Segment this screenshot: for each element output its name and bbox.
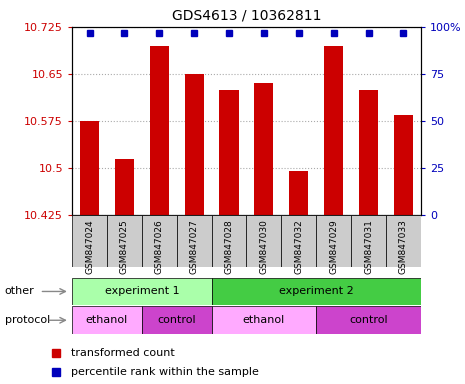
Text: control: control — [349, 315, 388, 325]
Bar — [394, 115, 413, 215]
Text: transformed count: transformed count — [71, 348, 175, 358]
Bar — [72, 278, 212, 305]
Text: GSM847024: GSM847024 — [85, 219, 94, 274]
Text: GSM847031: GSM847031 — [364, 219, 373, 274]
Text: GSM847032: GSM847032 — [294, 219, 303, 274]
Bar — [359, 89, 378, 215]
Bar — [142, 215, 177, 267]
Bar — [219, 89, 239, 215]
Text: control: control — [157, 315, 196, 325]
Bar — [351, 215, 386, 267]
Text: GSM847026: GSM847026 — [155, 219, 164, 274]
Bar — [254, 83, 273, 215]
Bar — [289, 171, 308, 215]
Text: percentile rank within the sample: percentile rank within the sample — [71, 367, 259, 377]
Text: GSM847030: GSM847030 — [259, 219, 268, 274]
Bar — [246, 215, 281, 267]
Text: GSM847028: GSM847028 — [225, 219, 233, 274]
Bar — [107, 215, 142, 267]
Bar — [150, 46, 169, 215]
Text: experiment 2: experiment 2 — [279, 286, 353, 296]
Text: GSM847033: GSM847033 — [399, 219, 408, 274]
Bar — [212, 215, 246, 267]
Text: ethanol: ethanol — [86, 315, 128, 325]
Bar — [212, 278, 421, 305]
Bar — [80, 121, 99, 215]
Text: GSM847025: GSM847025 — [120, 219, 129, 274]
Text: GSM847027: GSM847027 — [190, 219, 199, 274]
Bar — [185, 74, 204, 215]
Text: GSM847029: GSM847029 — [329, 219, 338, 274]
Bar — [316, 215, 351, 267]
Bar — [115, 159, 134, 215]
Bar — [324, 46, 343, 215]
Bar — [72, 306, 142, 334]
Bar — [142, 306, 212, 334]
Text: protocol: protocol — [5, 315, 50, 325]
Text: other: other — [5, 286, 34, 296]
Bar — [316, 306, 421, 334]
Bar — [281, 215, 316, 267]
Bar — [177, 215, 212, 267]
Text: ethanol: ethanol — [243, 315, 285, 325]
Bar — [212, 306, 316, 334]
Title: GDS4613 / 10362811: GDS4613 / 10362811 — [172, 9, 321, 23]
Bar — [386, 215, 421, 267]
Bar — [72, 215, 107, 267]
Text: experiment 1: experiment 1 — [105, 286, 179, 296]
